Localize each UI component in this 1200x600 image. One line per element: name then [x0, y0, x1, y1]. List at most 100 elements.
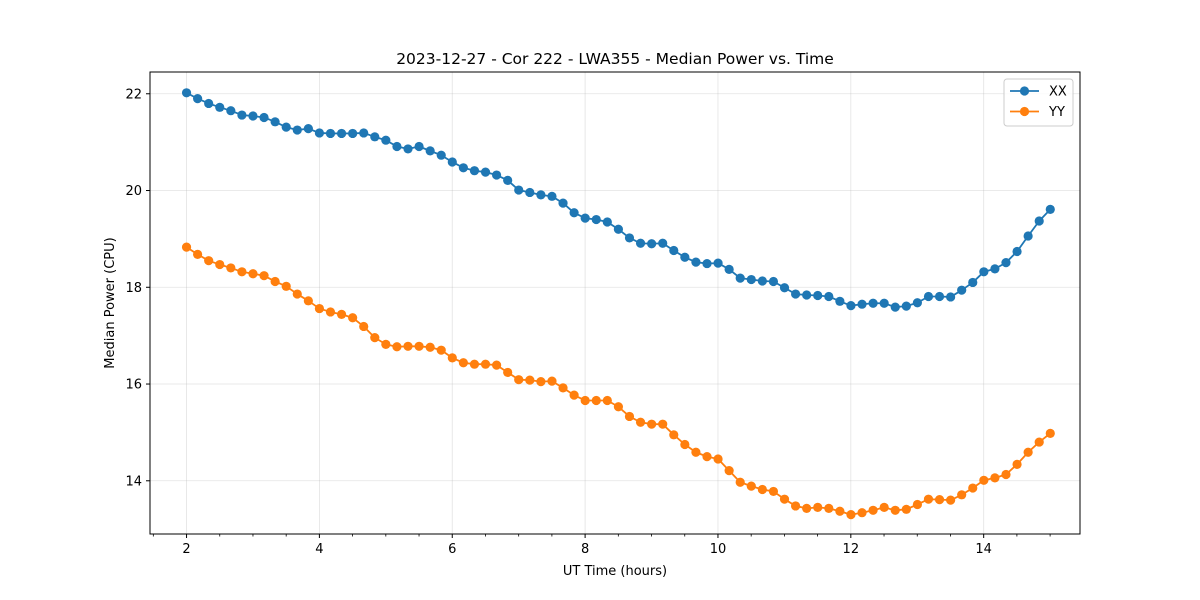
- data-point-yy: [447, 353, 457, 363]
- data-point-yy: [1001, 469, 1011, 480]
- data-point-yy: [624, 411, 635, 422]
- data-point-yy: [835, 506, 845, 516]
- data-point-xx: [647, 239, 657, 249]
- data-point-xx: [702, 258, 712, 269]
- data-point-yy: [990, 473, 1000, 483]
- data-point-xx: [270, 117, 280, 127]
- data-point-xx: [691, 257, 701, 267]
- legend-label: XX: [1049, 85, 1067, 100]
- x-tick-label: 8: [581, 542, 589, 557]
- data-point-xx: [359, 128, 369, 138]
- data-point-xx: [635, 238, 646, 248]
- data-point-xx: [536, 190, 546, 200]
- data-point-yy: [292, 289, 302, 299]
- data-point-yy: [436, 345, 446, 355]
- data-point-xx: [680, 252, 690, 262]
- data-point-yy: [768, 486, 779, 497]
- plot-area-frame: [149, 71, 1081, 535]
- data-point-xx: [514, 185, 524, 195]
- x-tick-label: 14: [975, 542, 992, 557]
- data-point-xx: [824, 291, 834, 302]
- legend-label: YY: [1048, 105, 1065, 120]
- x-tick-label: 10: [710, 542, 727, 557]
- data-point-xx: [248, 111, 258, 121]
- data-point-xx: [624, 233, 635, 243]
- x-axis-label: UT Time (hours): [563, 564, 667, 579]
- data-point-yy: [890, 505, 900, 515]
- data-point-yy: [492, 360, 502, 370]
- data-point-xx: [890, 302, 900, 312]
- data-point-xx: [602, 217, 612, 227]
- data-point-xx: [946, 292, 956, 302]
- data-point-yy: [669, 430, 679, 440]
- data-point-yy: [480, 359, 491, 369]
- data-point-xx: [669, 245, 679, 256]
- data-point-xx: [281, 122, 291, 132]
- data-point-yy: [912, 499, 923, 510]
- y-tick-label: 16: [125, 378, 142, 393]
- data-point-yy: [469, 359, 480, 369]
- data-point-yy: [204, 256, 214, 266]
- data-point-yy: [968, 483, 978, 493]
- data-point-xx: [813, 290, 823, 301]
- data-point-xx: [802, 290, 812, 300]
- data-point-xx: [204, 98, 214, 109]
- data-point-xx: [735, 273, 745, 283]
- data-point-xx: [1001, 258, 1011, 268]
- data-point-xx: [215, 102, 225, 112]
- data-point-xx: [569, 208, 579, 218]
- data-point-yy: [259, 271, 269, 281]
- data-point-xx: [525, 187, 535, 198]
- data-point-xx: [968, 277, 978, 288]
- data-point-xx: [436, 150, 446, 160]
- data-point-xx: [591, 214, 601, 225]
- data-point-xx: [957, 285, 967, 295]
- data-point-xx: [713, 258, 723, 268]
- data-point-xx: [226, 106, 236, 116]
- data-point-xx: [857, 299, 867, 309]
- data-point-yy: [392, 342, 402, 352]
- axis-ticks: 2 4 6 8 10 12 14 14 16 18 20 22: [125, 87, 1051, 557]
- data-point-yy: [181, 242, 192, 252]
- data-point-xx: [846, 301, 856, 311]
- data-point-xx: [193, 94, 203, 104]
- data-point-xx: [425, 146, 435, 156]
- data-point-yy: [1045, 428, 1055, 438]
- data-point-yy: [846, 510, 856, 520]
- data-point-xx: [990, 264, 1000, 274]
- data-point-xx: [746, 274, 756, 285]
- data-point-xx: [414, 141, 424, 152]
- data-point-yy: [713, 454, 723, 464]
- legend: XX YY: [1003, 78, 1074, 127]
- data-point-yy: [602, 395, 612, 406]
- data-point-yy: [514, 375, 524, 385]
- data-point-xx: [923, 291, 934, 302]
- data-point-xx: [314, 128, 325, 138]
- series-layer: [181, 88, 1055, 520]
- data-point-yy: [691, 447, 701, 457]
- data-point-yy: [746, 481, 756, 491]
- data-point-xx: [779, 283, 790, 293]
- data-point-yy: [425, 342, 435, 352]
- data-point-yy: [1023, 447, 1033, 457]
- data-point-yy: [248, 269, 258, 279]
- data-point-yy: [458, 358, 468, 368]
- data-point-yy: [923, 494, 934, 504]
- data-point-xx: [325, 128, 336, 139]
- data-point-yy: [270, 276, 280, 287]
- data-point-yy: [314, 303, 325, 314]
- data-point-xx: [547, 191, 557, 201]
- data-point-xx: [768, 276, 779, 287]
- data-point-xx: [558, 198, 568, 208]
- data-point-yy: [779, 494, 790, 504]
- data-point-yy: [1034, 437, 1044, 447]
- data-point-xx: [403, 144, 413, 154]
- data-point-xx: [658, 238, 668, 248]
- data-point-yy: [802, 503, 812, 513]
- data-point-yy: [702, 452, 712, 462]
- data-point-yy: [879, 502, 889, 512]
- data-point-yy: [226, 263, 236, 273]
- series-yy: [181, 242, 1055, 520]
- y-tick-label: 14: [125, 474, 142, 489]
- data-point-xx: [1045, 204, 1055, 214]
